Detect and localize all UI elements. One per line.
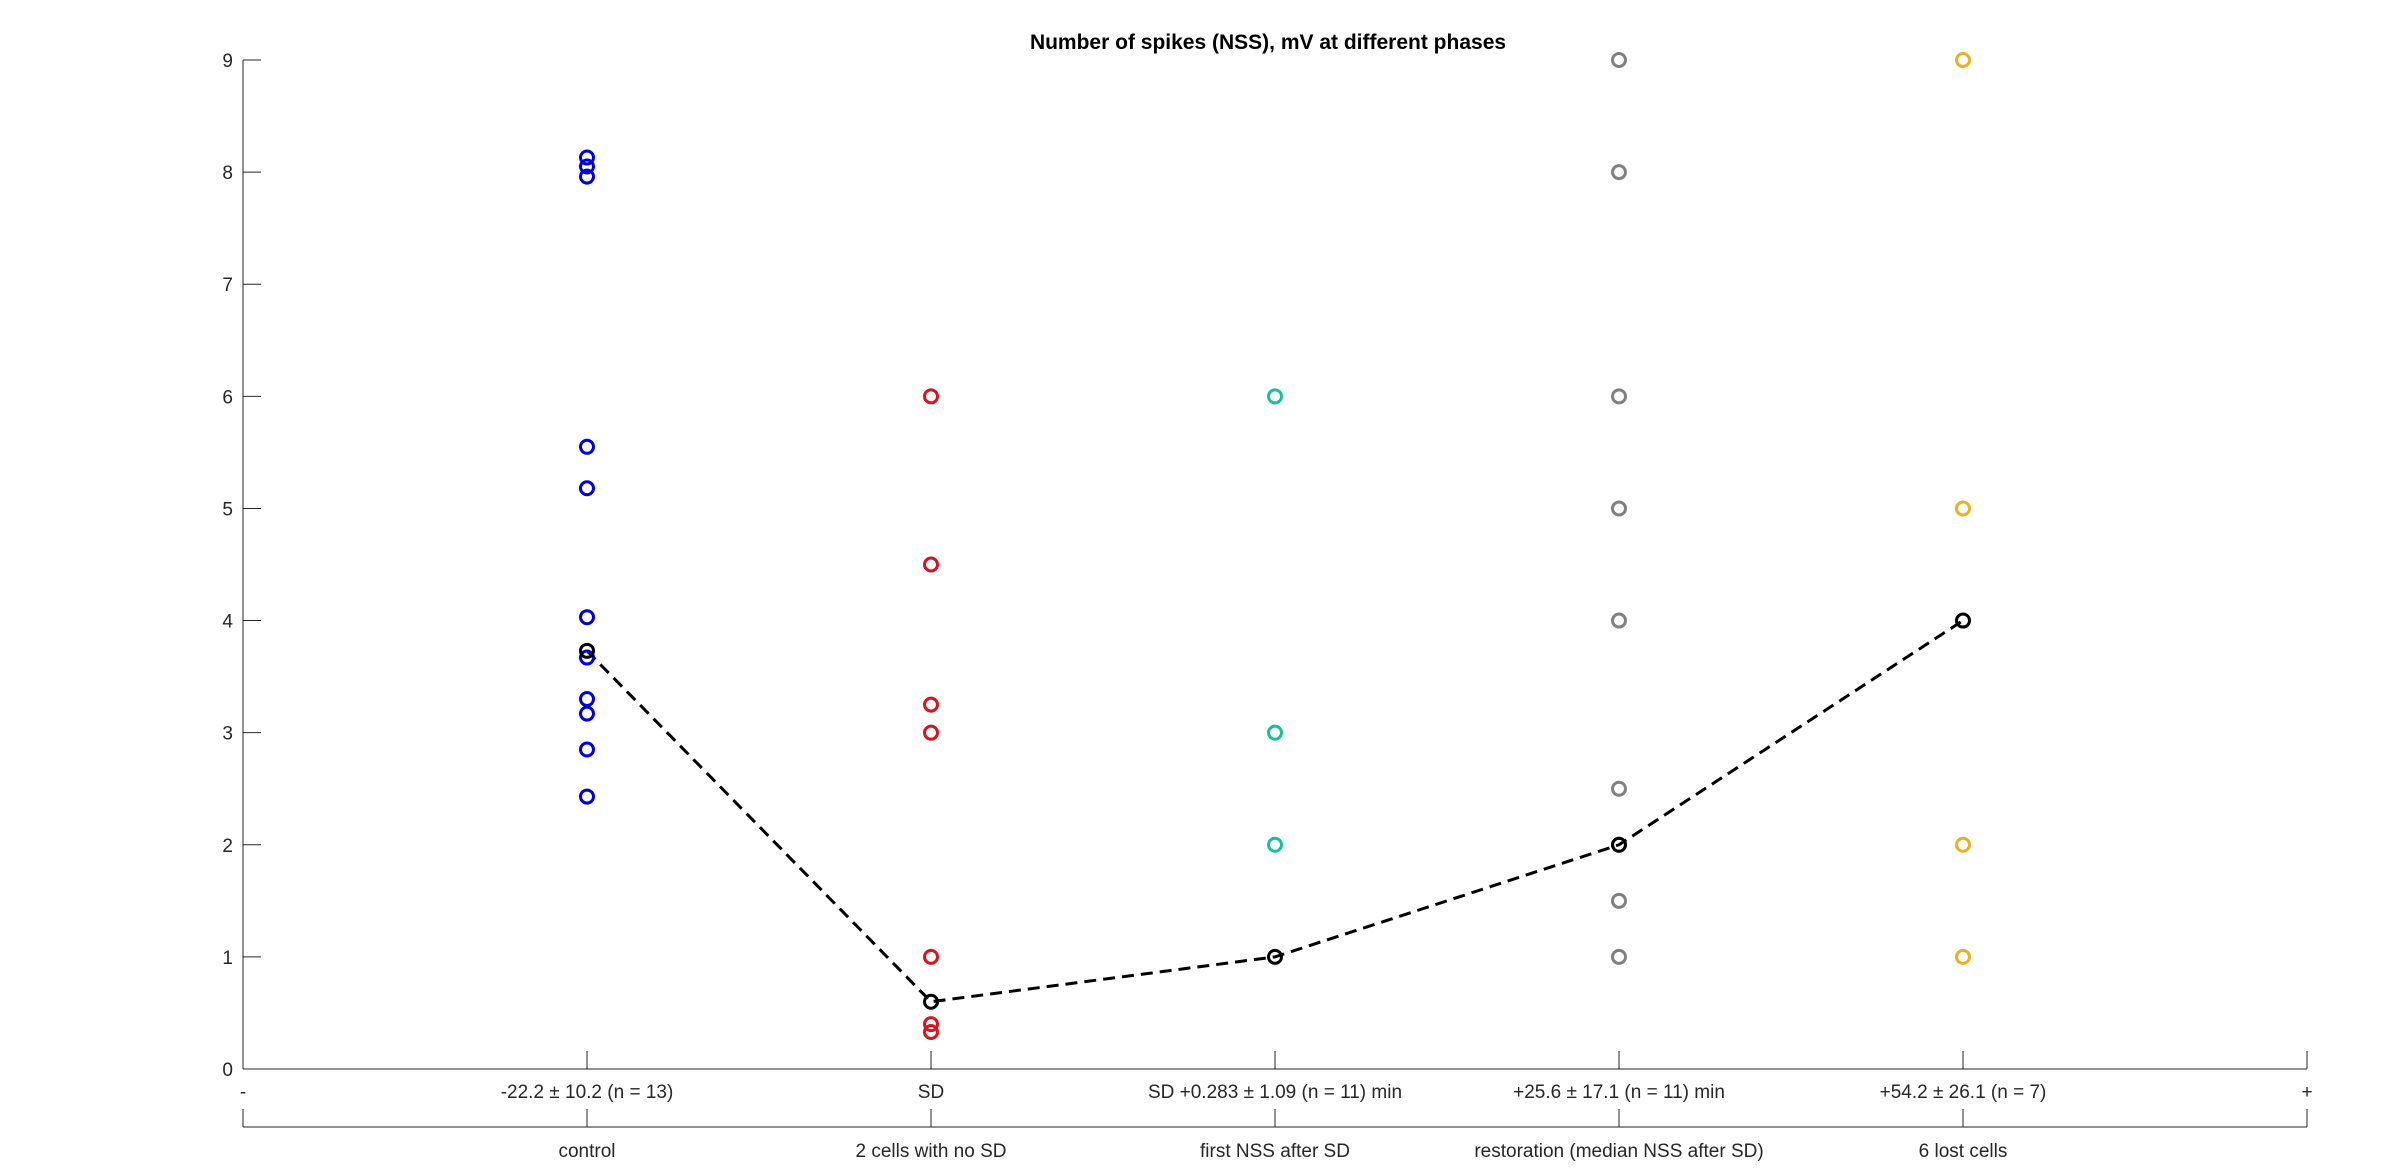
data-point [579,705,595,722]
median-layer [585,619,1964,1004]
x-tick-label: SD +0.283 ± 1.09 (n = 11) min [1148,1082,1402,1103]
data-point [1611,52,1627,68]
median-point [1611,836,1627,853]
data-point [579,649,595,666]
x-tick-label: -22.2 ± 10.2 (n = 13) [501,1082,674,1103]
data-point [1955,948,1971,965]
chart-title: Number of spikes (NSS), mV at different … [1030,31,1506,54]
data-point [579,741,595,758]
y-tick-label: 3 [222,724,233,745]
group-label: 6 lost cells [1919,1141,2008,1162]
data-point [579,691,595,708]
data-point [1611,500,1627,517]
group-label-axis: control 2 cells with no SD first NSS after… [242,1109,2308,1162]
y-tick-label: 6 [222,387,233,408]
data-point [579,438,595,455]
x-tick-label: +54.2 ± 26.1 (n = 7) [1880,1082,2047,1103]
median-point [1955,612,1971,629]
median-point [923,993,939,1010]
median-point [1267,948,1283,965]
data-point [923,556,939,573]
data-point [1611,164,1627,181]
data-point [579,788,595,805]
x-tick-label: - [240,1082,246,1103]
data-point [1955,836,1971,853]
y-tick-label: 4 [222,612,233,633]
data-point [1611,780,1627,797]
group-label: restoration (median NSS after SD) [1474,1141,1763,1162]
data-point [579,168,595,185]
data-point [1267,836,1283,853]
median-point [579,642,595,659]
y-tick-label: 8 [222,163,233,184]
data-point [579,480,595,497]
median-line [585,619,1964,1004]
data-point [923,1024,939,1041]
data-point [1955,52,1971,68]
points-layer [579,52,1971,1041]
data-point [923,724,939,741]
data-point [923,1016,939,1033]
x-tick-label: + [2301,1082,2312,1103]
data-point [1611,388,1627,405]
x-tick-label: SD [918,1082,944,1103]
data-point [923,696,939,713]
y-tick-label: 1 [222,948,233,969]
data-point [923,388,939,405]
data-point [1267,388,1283,405]
y-tick-label: 9 [222,51,233,72]
y-axis: 0 1 2 3 4 5 6 7 8 9 [222,51,261,1081]
group-label: control [558,1141,615,1162]
data-point [579,149,595,166]
y-tick-label: 2 [222,836,233,857]
group-label: first NSS after SD [1200,1141,1350,1162]
y-tick-label: 5 [222,499,233,520]
data-point [579,609,595,626]
data-point [579,158,595,175]
data-point [1611,948,1627,965]
data-point [923,948,939,965]
y-tick-label: 7 [222,275,233,296]
data-point [1955,500,1971,517]
x-axis: - -22.2 ± 10.2 (n = 13) SD SD +0.283 ± 1.09… [240,1051,2313,1103]
data-point [1611,612,1627,629]
y-tick-label: 0 [222,1060,233,1081]
x-tick-label: +25.6 ± 17.1 (n = 11) min [1513,1082,1725,1103]
group-label: 2 cells with no SD [855,1141,1006,1162]
data-point [1611,892,1627,909]
data-point [1267,724,1283,741]
